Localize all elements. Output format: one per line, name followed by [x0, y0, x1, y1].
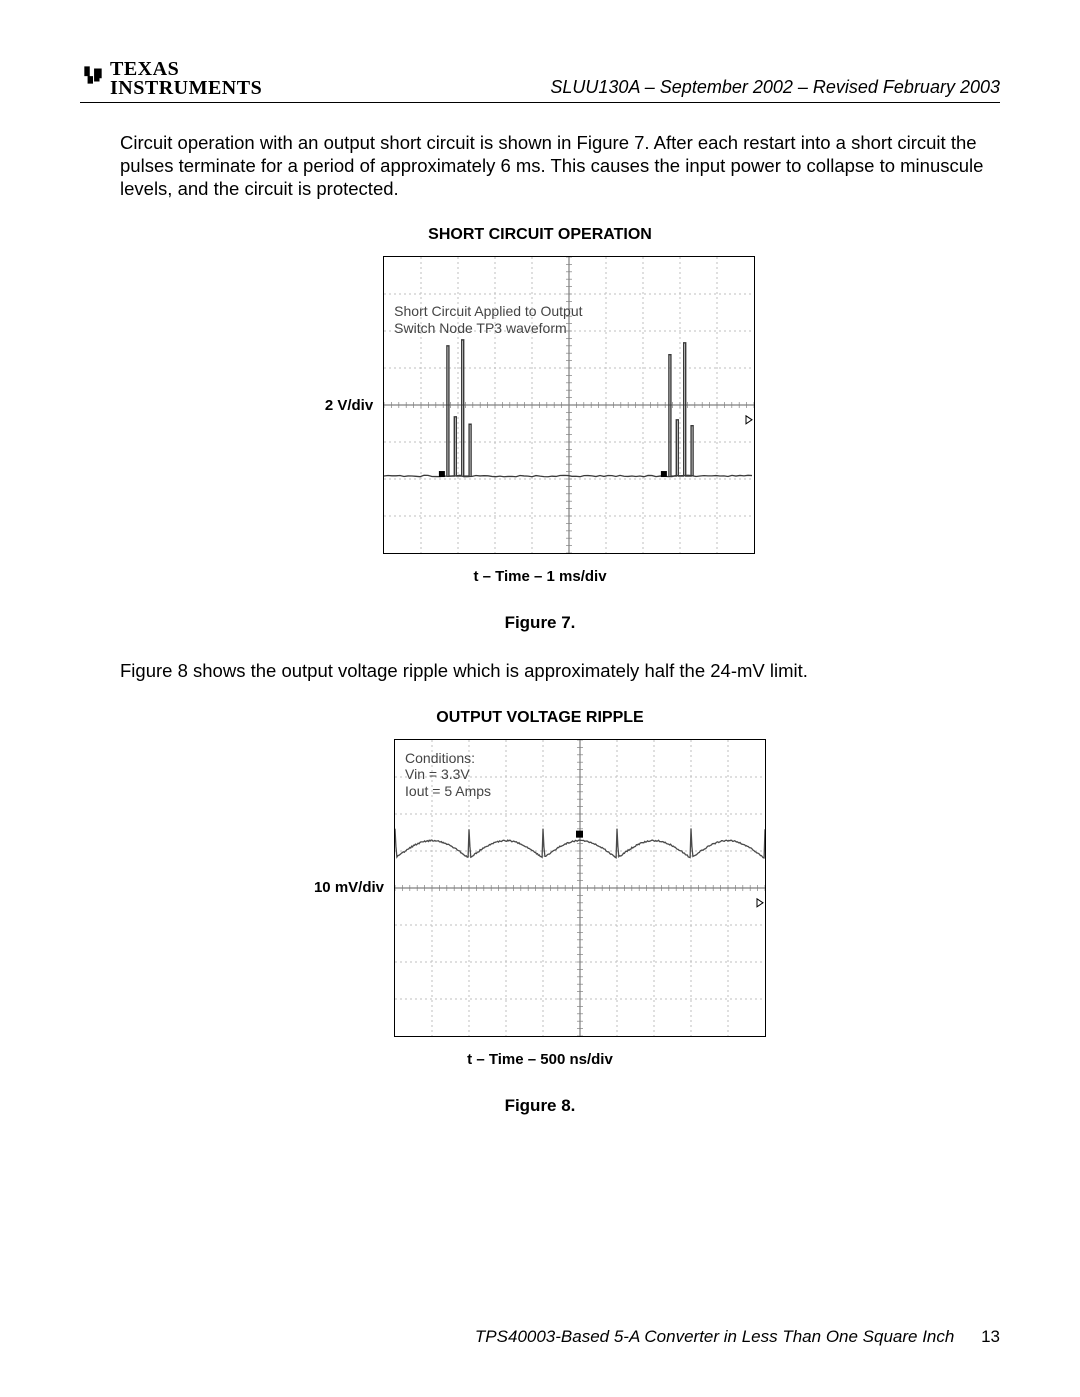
figure-8-xlabel: t – Time – 500 ns/div: [80, 1051, 1000, 1068]
figure-8-overlay-line3: Iout = 5 Amps: [405, 783, 491, 799]
ti-logo: TEXAS INSTRUMENTS: [80, 60, 262, 98]
figure-7-overlay-line1: Short Circuit Applied to Output: [394, 303, 582, 319]
page-number: 13: [981, 1327, 1000, 1346]
figure-7-ylabel: 2 V/div: [325, 397, 373, 414]
figure-7-caption: Figure 7.: [80, 613, 1000, 633]
ti-logo-icon: [80, 62, 106, 88]
figure-8: OUTPUT VOLTAGE RIPPLE 10 mV/div Conditio…: [80, 709, 1000, 1116]
figure-7-scope-area: 2 V/div Short Circuit Applied to Output …: [325, 256, 755, 554]
page: TEXAS INSTRUMENTS SLUU130A – September 2…: [0, 0, 1080, 1397]
logo-line2: INSTRUMENTS: [110, 79, 262, 98]
figure-7-scope: Short Circuit Applied to Output Switch N…: [383, 256, 755, 554]
figure-8-scope: Conditions: Vin = 3.3V Iout = 5 Amps: [394, 739, 766, 1037]
ti-logo-text: TEXAS INSTRUMENTS: [110, 60, 262, 98]
figure-7-xlabel: t – Time – 1 ms/div: [80, 568, 1000, 585]
paragraph-1: Circuit operation with an output short c…: [120, 131, 1000, 200]
paragraph-2: Figure 8 shows the output voltage ripple…: [120, 659, 1000, 682]
figure-8-overlay-line1: Conditions:: [405, 750, 475, 766]
page-header: TEXAS INSTRUMENTS SLUU130A – September 2…: [80, 60, 1000, 103]
page-footer: TPS40003-Based 5-A Converter in Less Tha…: [475, 1327, 1000, 1347]
footer-title: TPS40003-Based 5-A Converter in Less Tha…: [475, 1327, 954, 1346]
figure-7-overlay-line2: Switch Node TP3 waveform: [394, 320, 566, 336]
figure-7: SHORT CIRCUIT OPERATION 2 V/div Short Ci…: [80, 226, 1000, 633]
figure-8-overlay-line2: Vin = 3.3V: [405, 766, 470, 782]
figure-8-ylabel: 10 mV/div: [314, 879, 384, 896]
figure-8-caption: Figure 8.: [80, 1096, 1000, 1116]
document-id: SLUU130A – September 2002 – Revised Febr…: [550, 77, 1000, 98]
figure-7-overlay: Short Circuit Applied to Output Switch N…: [394, 303, 582, 337]
figure-8-overlay: Conditions: Vin = 3.3V Iout = 5 Amps: [405, 750, 491, 800]
figure-8-title: OUTPUT VOLTAGE RIPPLE: [80, 709, 1000, 727]
figure-8-scope-area: 10 mV/div Conditions: Vin = 3.3V Iout = …: [314, 739, 766, 1037]
figure-7-title: SHORT CIRCUIT OPERATION: [80, 226, 1000, 244]
